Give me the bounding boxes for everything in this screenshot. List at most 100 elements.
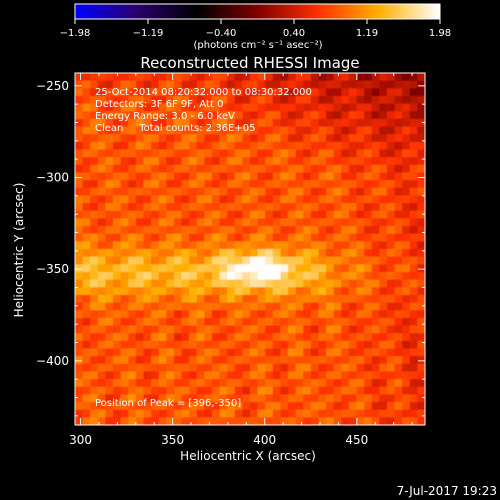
heatmap-cell bbox=[97, 294, 107, 304]
heatmap-cell bbox=[196, 73, 205, 82]
heatmap-cell bbox=[326, 218, 335, 227]
heatmap-cell bbox=[409, 317, 418, 327]
heatmap-cell bbox=[120, 210, 129, 219]
heatmap-cell bbox=[409, 363, 418, 373]
heatmap-cell bbox=[219, 164, 228, 174]
heatmap-cell bbox=[135, 340, 145, 350]
heatmap-cell bbox=[333, 417, 342, 425]
heatmap-cell bbox=[371, 111, 380, 120]
heatmap-cell bbox=[364, 187, 373, 197]
heatmap-cell bbox=[386, 417, 396, 425]
heatmap-cell bbox=[371, 317, 380, 327]
heatmap-cell bbox=[90, 279, 99, 288]
heatmap-cell bbox=[75, 409, 84, 418]
heatmap-cell bbox=[295, 164, 304, 174]
heatmap-cell bbox=[82, 88, 91, 97]
heatmap-cell bbox=[341, 88, 350, 97]
heatmap-cell bbox=[227, 187, 236, 197]
heatmap-cell bbox=[135, 164, 145, 174]
heatmap-cell bbox=[356, 271, 365, 281]
heatmap-cell bbox=[386, 203, 396, 212]
heatmap-cell bbox=[82, 80, 91, 89]
heatmap-cell bbox=[250, 317, 259, 327]
heatmap-cell bbox=[211, 279, 221, 288]
heatmap-cell bbox=[272, 103, 282, 112]
heatmap-cell bbox=[181, 271, 190, 281]
heatmap-cell bbox=[310, 180, 320, 189]
heatmap-cell bbox=[211, 386, 221, 395]
heatmap-cell bbox=[219, 371, 228, 380]
heatmap-cell bbox=[196, 394, 205, 403]
heatmap-cell bbox=[204, 126, 213, 135]
heatmap-cell bbox=[379, 103, 388, 112]
heatmap-cell bbox=[386, 317, 396, 327]
heatmap-cell bbox=[257, 141, 266, 151]
heatmap-cell bbox=[219, 241, 228, 250]
colorbar-tick-label: −1.19 bbox=[133, 28, 164, 39]
heatmap-cell bbox=[265, 88, 274, 97]
heatmap-cell bbox=[82, 279, 91, 288]
heatmap-cell bbox=[143, 356, 152, 365]
heatmap-cell bbox=[105, 226, 114, 235]
heatmap-cell bbox=[341, 157, 350, 166]
heatmap-cell bbox=[394, 279, 403, 288]
heatmap-cell bbox=[250, 409, 259, 418]
heatmap-cell bbox=[105, 157, 114, 166]
heatmap-cell bbox=[128, 325, 137, 334]
heatmap-cell bbox=[135, 126, 145, 135]
heatmap-cell bbox=[288, 241, 297, 250]
heatmap-cell bbox=[303, 333, 312, 342]
heatmap-cell bbox=[318, 348, 327, 357]
heatmap-cell bbox=[318, 363, 327, 373]
heatmap-cell bbox=[394, 103, 403, 112]
heatmap-cell bbox=[257, 379, 266, 388]
heatmap-cell bbox=[318, 379, 327, 388]
heatmap-cell bbox=[333, 356, 342, 365]
heatmap-cell bbox=[135, 294, 145, 304]
heatmap-cell bbox=[189, 187, 198, 197]
heatmap-cell bbox=[348, 363, 358, 373]
heatmap-cell bbox=[181, 164, 190, 174]
heatmap-cell bbox=[326, 187, 335, 197]
heatmap-cell bbox=[204, 264, 213, 273]
heatmap-cell bbox=[250, 164, 259, 174]
heatmap-cell bbox=[364, 233, 373, 242]
heatmap-cell bbox=[211, 80, 221, 89]
heatmap-cell bbox=[151, 218, 160, 227]
heatmap-cell bbox=[189, 363, 198, 373]
heatmap-cell bbox=[211, 103, 221, 112]
y-tick-label: −250 bbox=[36, 79, 69, 93]
heatmap-cell bbox=[417, 371, 425, 380]
heatmap-cell bbox=[143, 302, 152, 311]
heatmap-cell bbox=[348, 103, 358, 112]
heatmap-cell bbox=[409, 195, 418, 204]
heatmap-cell bbox=[409, 409, 418, 418]
heatmap-cell bbox=[356, 279, 365, 288]
heatmap-cell bbox=[105, 187, 114, 197]
heatmap-cell bbox=[234, 141, 243, 151]
heatmap-cell bbox=[303, 103, 312, 112]
heatmap-cell bbox=[158, 256, 167, 265]
heatmap-cell bbox=[90, 149, 99, 158]
heatmap-cell bbox=[75, 317, 84, 327]
heatmap-cell bbox=[128, 279, 137, 288]
heatmap-cell bbox=[303, 279, 312, 288]
heatmap-cell bbox=[257, 325, 266, 334]
heatmap-cell bbox=[303, 95, 312, 105]
heatmap-cell bbox=[189, 141, 198, 151]
heatmap-cell bbox=[166, 417, 175, 425]
heatmap-cell bbox=[242, 371, 251, 380]
heatmap-cell bbox=[105, 73, 114, 82]
heatmap-cell bbox=[356, 287, 365, 296]
heatmap-cell bbox=[135, 317, 145, 327]
heatmap-cell bbox=[409, 394, 418, 403]
heatmap-cell bbox=[250, 73, 259, 82]
heatmap-cell bbox=[242, 402, 251, 411]
heatmap-cell bbox=[379, 203, 388, 212]
heatmap-cell bbox=[326, 294, 335, 304]
heatmap-cell bbox=[204, 394, 213, 403]
heatmap-cell bbox=[173, 256, 183, 265]
heatmap-cell bbox=[173, 203, 183, 212]
heatmap-cell bbox=[341, 103, 350, 112]
heatmap-cell bbox=[242, 256, 251, 265]
